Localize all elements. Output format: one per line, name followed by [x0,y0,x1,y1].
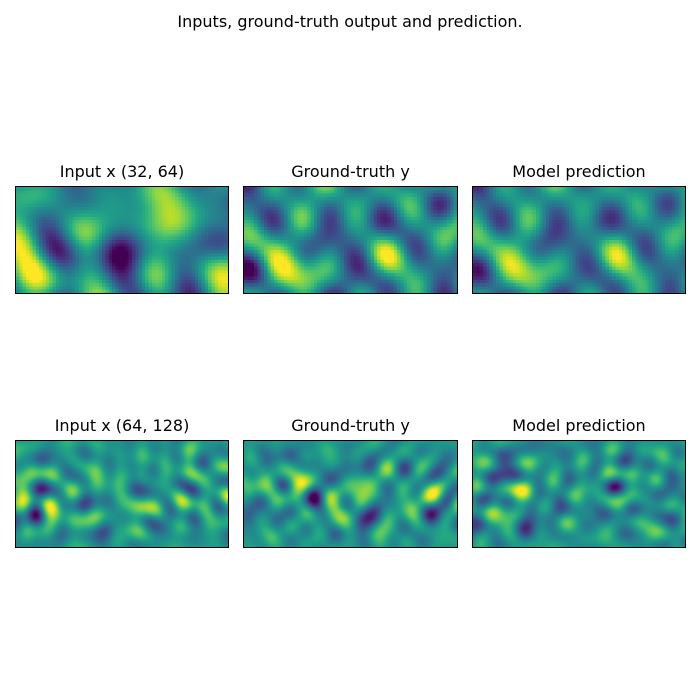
panel-title: Input x (64, 128) [54,416,190,435]
heatmap-plot-area [243,440,458,548]
heatmap-canvas [473,187,685,293]
panel-title: Input x (32, 64) [59,162,185,181]
panel-title: Ground-truth y [291,416,410,435]
heatmap-panel-groundtruth-64x128: Ground-truth y [243,416,458,548]
heatmap-canvas [16,187,228,293]
heatmap-panel-groundtruth-32x64: Ground-truth y [243,162,458,294]
heatmap-canvas [473,441,685,547]
heatmap-canvas [244,441,457,547]
heatmap-plot-area [243,186,458,294]
panel-title: Model prediction [512,162,646,181]
panel-title: Model prediction [512,416,646,435]
figure-suptitle: Inputs, ground-truth output and predicti… [177,12,523,31]
heatmap-canvas [244,187,457,293]
heatmap-panel-prediction-32x64: Model prediction [472,162,686,294]
heatmap-plot-area [15,186,229,294]
heatmap-panel-input-64x128: Input x (64, 128) [15,416,229,548]
heatmap-plot-area [15,440,229,548]
heatmap-plot-area [472,440,686,548]
heatmap-panel-input-32x64: Input x (32, 64) [15,162,229,294]
heatmap-panel-prediction-64x128: Model prediction [472,416,686,548]
heatmap-plot-area [472,186,686,294]
heatmap-canvas [16,441,228,547]
panel-title: Ground-truth y [291,162,410,181]
